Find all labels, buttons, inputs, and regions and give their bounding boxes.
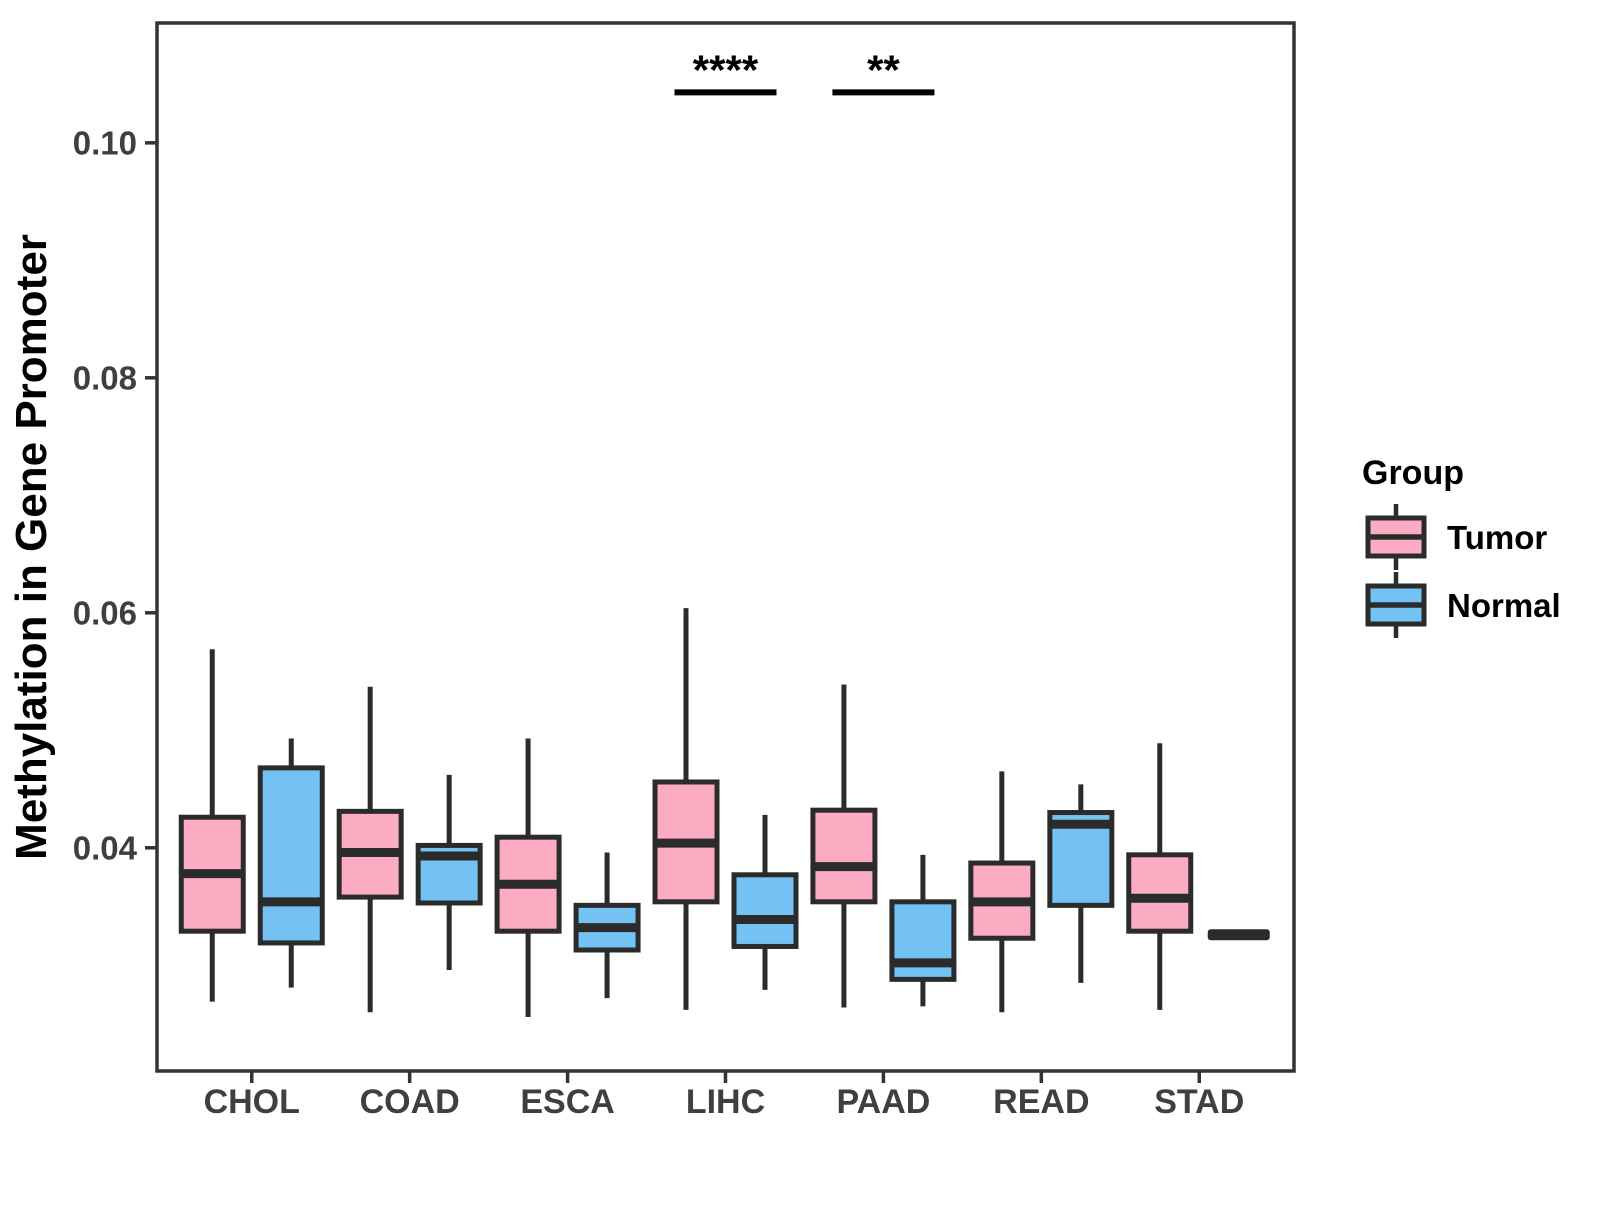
x-tick-label: LIHC [686, 1083, 765, 1121]
box-stad-tumor [1126, 743, 1194, 1010]
legend-label: Normal [1447, 587, 1561, 624]
y-axis-title: Methylation in Gene Promoter [7, 234, 56, 860]
y-tick-label: 0.08 [73, 359, 137, 396]
flat-median-line [1207, 929, 1270, 941]
panel-background [157, 23, 1294, 1071]
iqr-box [731, 872, 799, 949]
iqr-box [889, 899, 957, 982]
x-tick-label: ESCA [520, 1083, 614, 1121]
box-read-tumor [968, 771, 1036, 1013]
x-tick-label: CHOL [204, 1083, 300, 1121]
x-tick-label: READ [993, 1083, 1089, 1121]
significance-annotations: **** ** [674, 46, 935, 96]
box-chol-normal [257, 738, 325, 988]
legend-key-tumor: Tumor [1365, 504, 1547, 570]
iqr-box [257, 765, 325, 946]
box-chol-tumor [178, 649, 246, 1002]
y-tick-label: 0.10 [73, 124, 137, 161]
legend-key-normal: Normal [1365, 572, 1561, 638]
x-tick-label: STAD [1154, 1083, 1244, 1121]
box-stad-normal [1207, 929, 1270, 941]
box-coad-normal [415, 774, 483, 970]
annotation-stars: ** [867, 46, 900, 93]
annotation-lihc: **** [674, 46, 777, 96]
x-tick-label: COAD [360, 1083, 460, 1121]
annotation-stars: **** [693, 46, 759, 93]
box-lihc-tumor [652, 608, 720, 1010]
y-tick-label: 0.06 [73, 594, 137, 631]
box-esca-tumor [494, 738, 562, 1017]
box-paad-tumor [810, 684, 878, 1008]
iqr-box [810, 807, 878, 905]
axes: 0.04 0.06 0.08 0.10 CHOL COAD ESCA LIHC PAAD READ… [73, 124, 1245, 1121]
box-coad-tumor [336, 686, 404, 1013]
legend-label: Tumor [1447, 519, 1547, 556]
y-tick-label: 0.04 [73, 829, 138, 866]
box-paad-normal [889, 854, 957, 1007]
box-esca-normal [573, 852, 641, 999]
box-lihc-normal [731, 814, 799, 990]
x-tick-label: PAAD [837, 1083, 931, 1121]
plot-panel [155, 21, 1296, 1073]
legend-title: Group [1362, 454, 1464, 492]
iqr-box [1126, 852, 1194, 934]
box-read-normal [1047, 784, 1115, 983]
legend: Group Tumor Normal [1362, 454, 1561, 638]
annotation-paad: ** [832, 46, 935, 96]
